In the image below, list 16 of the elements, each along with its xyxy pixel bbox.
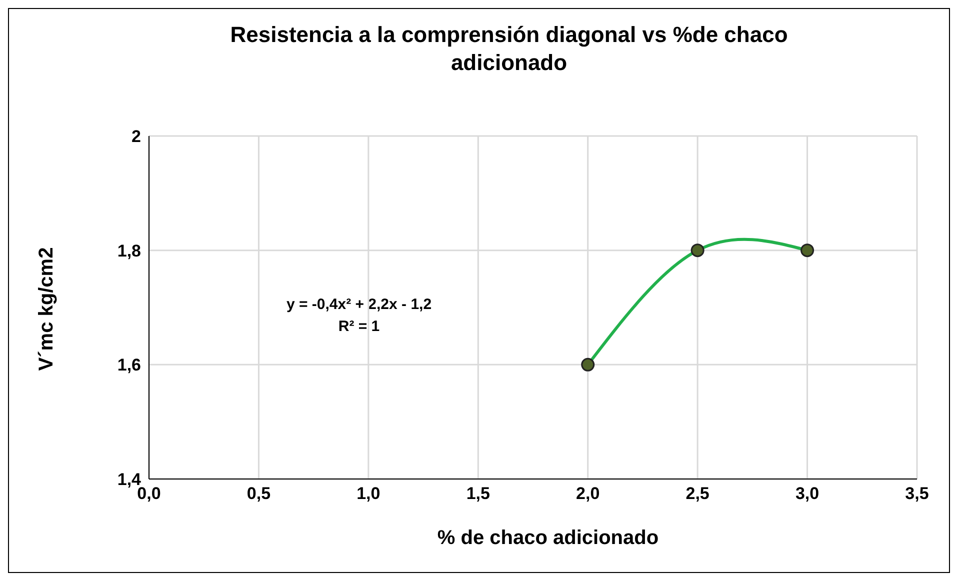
x-tick-label: 2,5 — [686, 484, 710, 504]
x-tick-label: 3,0 — [795, 484, 820, 504]
x-tick-label: 0,0 — [137, 484, 161, 504]
y-axis-title: V´mc kg/cm2 — [36, 247, 58, 371]
x-tick-label: 1,5 — [466, 484, 490, 504]
y-tick-label: 2 — [132, 127, 141, 146]
x-axis-title: % de chaco adicionado — [436, 527, 660, 550]
y-tick-label: 1,6 — [117, 356, 141, 375]
x-tick-label: 3,5 — [905, 484, 929, 504]
annotation: R² = 1 — [337, 317, 381, 337]
annotation: y = -0,4x² + 2,2x - 1,2 — [285, 295, 433, 315]
y-tick-label: 1,8 — [117, 241, 141, 260]
x-tick-label: 1,0 — [356, 484, 380, 504]
x-tick-label: 2,0 — [576, 484, 600, 504]
chart-title: Resistencia a la comprensión diagonal vs %de chaco adicionado — [229, 21, 789, 77]
x-tick-label: 0,5 — [246, 484, 271, 504]
